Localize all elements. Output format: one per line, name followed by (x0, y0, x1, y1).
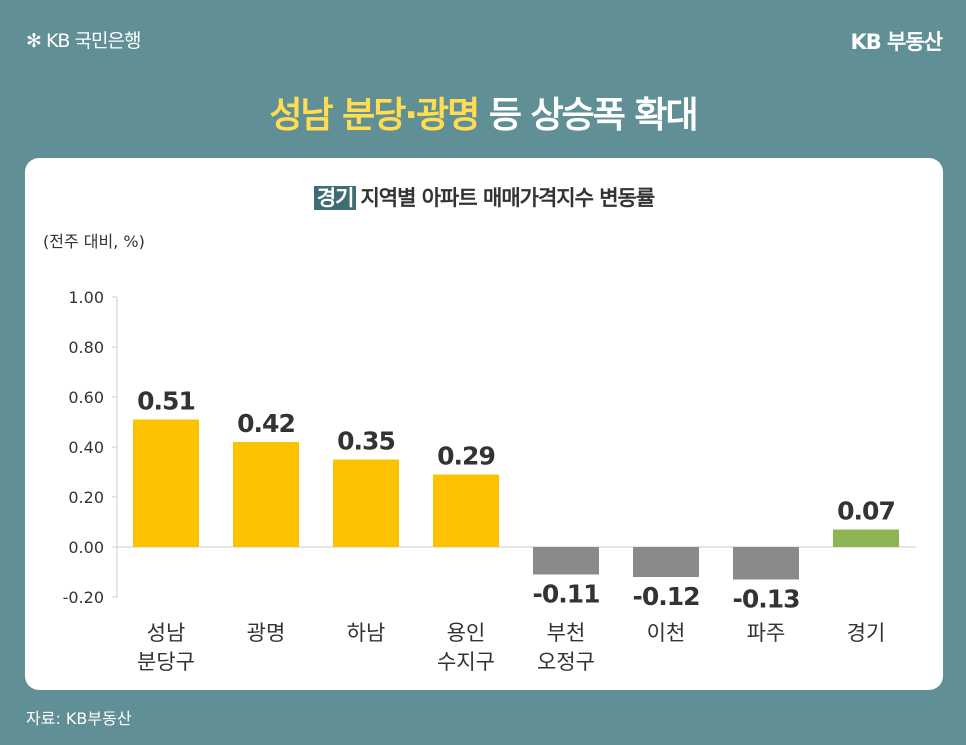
chart-title-tag: 경기 (313, 186, 357, 210)
x-category-label: 이천 (647, 621, 686, 645)
source-label: 자료: KB부동산 (26, 709, 132, 728)
y-tick-label: 1.00 (68, 288, 104, 307)
bar (633, 547, 699, 577)
x-category-label: 파주 (747, 621, 786, 645)
logo-text: KB 국민은행 (45, 30, 141, 52)
x-category-label: 부천 (547, 621, 586, 645)
x-category-label: 성남 (147, 621, 186, 645)
y-tick-label: 0.40 (68, 438, 104, 457)
x-category-label: 분당구 (137, 650, 195, 674)
bar (133, 419, 199, 547)
page-title: 성남 분당·광명 등 상승폭 확대 (0, 86, 966, 138)
chart-title: 경기 지역별 아파트 매매가격지수 변동률 (25, 182, 943, 212)
y-tick-label: 0.60 (68, 388, 104, 407)
title-highlight: 성남 분당·광명 (269, 95, 480, 136)
y-tick-label: 0.00 (68, 538, 104, 557)
bar (333, 459, 399, 547)
x-category-label: 하남 (347, 621, 386, 645)
bar (433, 474, 499, 547)
data-label: 0.29 (437, 442, 495, 471)
data-label: 0.07 (837, 497, 895, 526)
data-label: 0.35 (337, 427, 395, 456)
kb-kookmin-logo: ✻ KB 국민은행 (26, 30, 141, 52)
x-category-label: 수지구 (437, 650, 495, 674)
bar (833, 529, 899, 547)
unit-label: (전주 대비, %) (43, 232, 145, 251)
y-tick-label: -0.20 (63, 588, 104, 607)
x-category-label: 경기 (847, 621, 886, 645)
bar (233, 442, 299, 547)
x-category-label: 용인 (447, 621, 486, 645)
x-category-label: 광명 (247, 621, 286, 645)
kb-realestate-logo: KB 부동산 (850, 30, 943, 54)
data-label: -0.13 (732, 585, 799, 614)
chart-title-text: 지역별 아파트 매매가격지수 변동률 (360, 186, 655, 210)
title-rest: 등 상승폭 확대 (478, 95, 699, 136)
y-tick-label: 0.20 (68, 488, 104, 507)
data-label: 0.42 (237, 409, 295, 438)
bar (533, 547, 599, 575)
x-category-label: 오정구 (537, 650, 595, 674)
data-label: -0.12 (632, 582, 699, 611)
data-label: -0.11 (532, 580, 599, 609)
bar (733, 547, 799, 580)
y-tick-label: 0.80 (68, 338, 104, 357)
data-label: 0.51 (137, 387, 195, 416)
